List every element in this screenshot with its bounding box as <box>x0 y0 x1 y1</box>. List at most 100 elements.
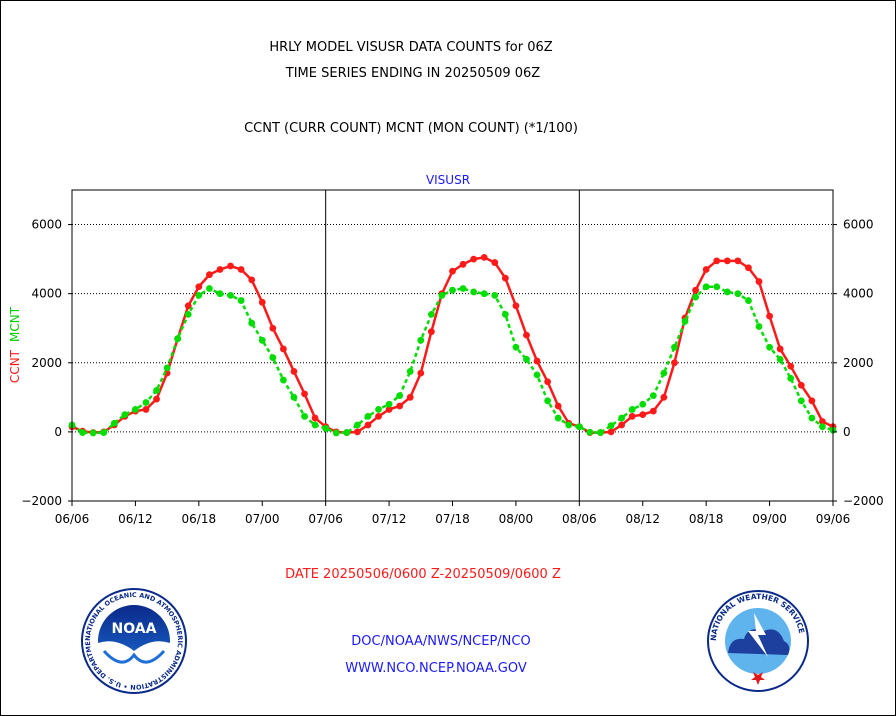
data-point-ccnt <box>491 259 499 266</box>
data-point-mcnt <box>100 429 108 436</box>
data-point-ccnt <box>227 262 234 270</box>
x-tick-label: 09/00 <box>752 512 787 526</box>
y-tick-label-left: −2000 <box>21 494 62 508</box>
data-point-ccnt <box>544 378 552 386</box>
y-tick-label-left: 2000 <box>31 356 62 370</box>
y-tick-label-right: −2000 <box>843 494 884 508</box>
data-point-ccnt <box>258 298 266 306</box>
data-point-ccnt <box>766 312 773 320</box>
data-point-mcnt <box>554 414 562 422</box>
data-point-ccnt <box>163 369 171 377</box>
data-point-ccnt <box>702 266 710 273</box>
data-point-ccnt <box>353 428 361 436</box>
grid-layer <box>72 190 833 501</box>
website-link[interactable]: WWW.NCO.NCEP.NOAA.GOV <box>345 661 527 676</box>
data-point-mcnt <box>227 291 234 299</box>
data-point-mcnt <box>279 376 287 384</box>
noaa-logo: NATIONAL OCEANIC AND ATMOSPHERIC ADMINIS… <box>81 588 187 694</box>
data-point-ccnt <box>459 260 467 268</box>
data-point-mcnt <box>396 392 404 400</box>
x-tick-label: 08/06 <box>562 512 597 526</box>
y-tick-label-right: 6000 <box>843 218 874 232</box>
org-line: DOC/NOAA/NWS/NCEP/NCO <box>351 634 530 649</box>
data-point-mcnt <box>586 428 594 436</box>
data-point-mcnt <box>343 429 351 436</box>
data-point-mcnt <box>184 311 192 318</box>
data-point-mcnt <box>353 421 361 429</box>
data-point-mcnt <box>385 400 393 408</box>
data-point-ccnt <box>755 278 763 285</box>
data-point-mcnt <box>163 364 171 372</box>
data-point-ccnt <box>417 369 425 377</box>
plot-title: VISUSR <box>426 173 470 187</box>
chart-title-line1: HRLY MODEL VISUSR DATA COUNTS for 06Z <box>269 40 552 55</box>
data-point-ccnt <box>533 357 541 365</box>
data-point-mcnt <box>671 343 678 351</box>
y-tick-label-right: 2000 <box>843 356 874 370</box>
data-point-ccnt <box>713 257 721 265</box>
x-tick-label: 07/18 <box>435 512 470 526</box>
data-point-ccnt <box>787 362 795 370</box>
data-point-mcnt <box>597 429 604 436</box>
data-point-mcnt <box>427 311 435 318</box>
data-point-ccnt <box>406 393 414 401</box>
data-point-mcnt <box>628 406 636 413</box>
data-point-ccnt <box>301 390 308 398</box>
data-point-ccnt <box>554 402 562 410</box>
y-axis-label-ccnt: CCNT <box>8 349 22 383</box>
plot-border <box>71 189 834 502</box>
data-point-ccnt <box>311 414 319 422</box>
x-ticks: 06/06 06/12 06/18 07/00 07/06 07/12 07/18 08/00… <box>55 501 851 526</box>
x-tick-label: 07/12 <box>372 512 407 526</box>
chart-title-line2: TIME SERIES ENDING IN 20250509 06Z <box>285 66 541 81</box>
data-point-mcnt <box>470 288 478 296</box>
data-point-ccnt <box>512 302 520 310</box>
data-point-mcnt <box>417 336 425 344</box>
x-tick-label: 09/06 <box>816 512 851 526</box>
y-tick-label-right: 0 <box>843 425 851 439</box>
data-point-ccnt <box>427 328 435 336</box>
data-point-mcnt <box>301 412 308 420</box>
date-range: DATE 20250506/0600 Z-20250509/0600 Z <box>285 567 561 582</box>
data-point-ccnt <box>279 345 287 353</box>
data-point-ccnt <box>269 324 277 332</box>
data-point-mcnt <box>174 335 182 342</box>
data-point-ccnt <box>734 257 742 265</box>
data-point-mcnt <box>523 355 530 363</box>
data-point-mcnt <box>110 419 118 427</box>
data-point-mcnt <box>745 297 752 304</box>
y-ticks-left: −2000 0 2000 4000 6000 <box>21 218 72 508</box>
data-point-mcnt <box>322 425 330 432</box>
data-point-mcnt <box>723 288 731 296</box>
data-point-mcnt <box>480 290 488 298</box>
data-point-mcnt <box>787 374 795 382</box>
y-axis-label-mcnt: MCNT <box>8 306 22 342</box>
x-tick-label: 08/00 <box>499 512 534 526</box>
data-point-mcnt <box>375 406 382 413</box>
y-tick-label-left: 0 <box>54 425 62 439</box>
noaa-center-text: NOAA <box>112 621 157 637</box>
data-point-ccnt <box>797 381 805 389</box>
data-point-mcnt <box>449 286 456 294</box>
data-point-mcnt <box>195 291 203 299</box>
x-tick-label: 08/12 <box>625 512 660 526</box>
data-point-mcnt <box>819 423 826 431</box>
data-point-mcnt <box>565 421 573 429</box>
data-point-mcnt <box>501 311 509 318</box>
data-point-ccnt <box>142 406 150 413</box>
data-point-mcnt <box>269 354 277 361</box>
data-point-ccnt <box>449 267 456 275</box>
data-point-mcnt <box>681 317 689 325</box>
data-point-ccnt <box>216 266 224 273</box>
data-point-mcnt <box>332 429 340 437</box>
x-tick-label: 07/00 <box>245 512 280 526</box>
data-point-mcnt <box>491 291 499 299</box>
series-line-ccnt <box>71 256 834 434</box>
y-tick-label-right: 4000 <box>843 287 874 301</box>
data-point-ccnt <box>153 395 160 403</box>
data-point-mcnt <box>438 291 446 299</box>
data-point-ccnt <box>607 428 615 436</box>
data-point-mcnt <box>512 343 520 351</box>
data-point-mcnt <box>406 368 414 375</box>
